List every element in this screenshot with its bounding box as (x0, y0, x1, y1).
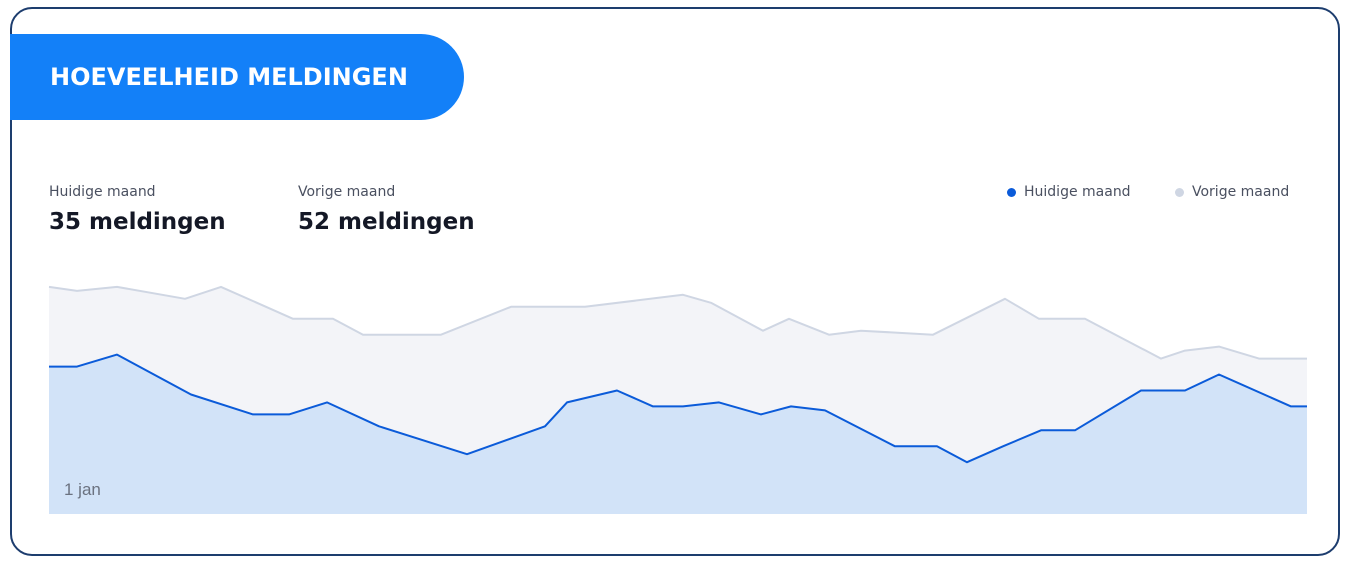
x-tick-label: 1 jan (64, 480, 101, 499)
legend-dot-previous (1175, 187, 1184, 197)
series-line-vorige-maand (48, 285, 1307, 360)
legend-dot-current (1007, 187, 1016, 197)
legend-item-previous[interactable]: Vorige maand (1175, 184, 1289, 200)
previous-month-label: Vorige maand (298, 184, 396, 200)
area-fill-huidige-maand (49, 354, 1307, 514)
current-month-label: Huidige maand (49, 184, 156, 200)
legend-label-previous: Vorige maand (1192, 184, 1290, 200)
title-banner: HOEVEELHEID MELDINGEN (10, 34, 464, 120)
previous-month-value: 52 meldingen (298, 209, 475, 235)
legend-item-current[interactable]: Huidige maand (1007, 184, 1131, 200)
legend-label-current: Huidige maand (1024, 184, 1131, 200)
series-line-huidige-maand (49, 353, 1307, 464)
current-month-value: 35 meldingen (49, 209, 226, 235)
previous-month-stat: Vorige maand 52 meldingen (298, 184, 475, 235)
current-month-stat: Huidige maand 35 meldingen (49, 184, 226, 235)
page-title: HOEVEELHEID MELDINGEN (50, 63, 408, 91)
